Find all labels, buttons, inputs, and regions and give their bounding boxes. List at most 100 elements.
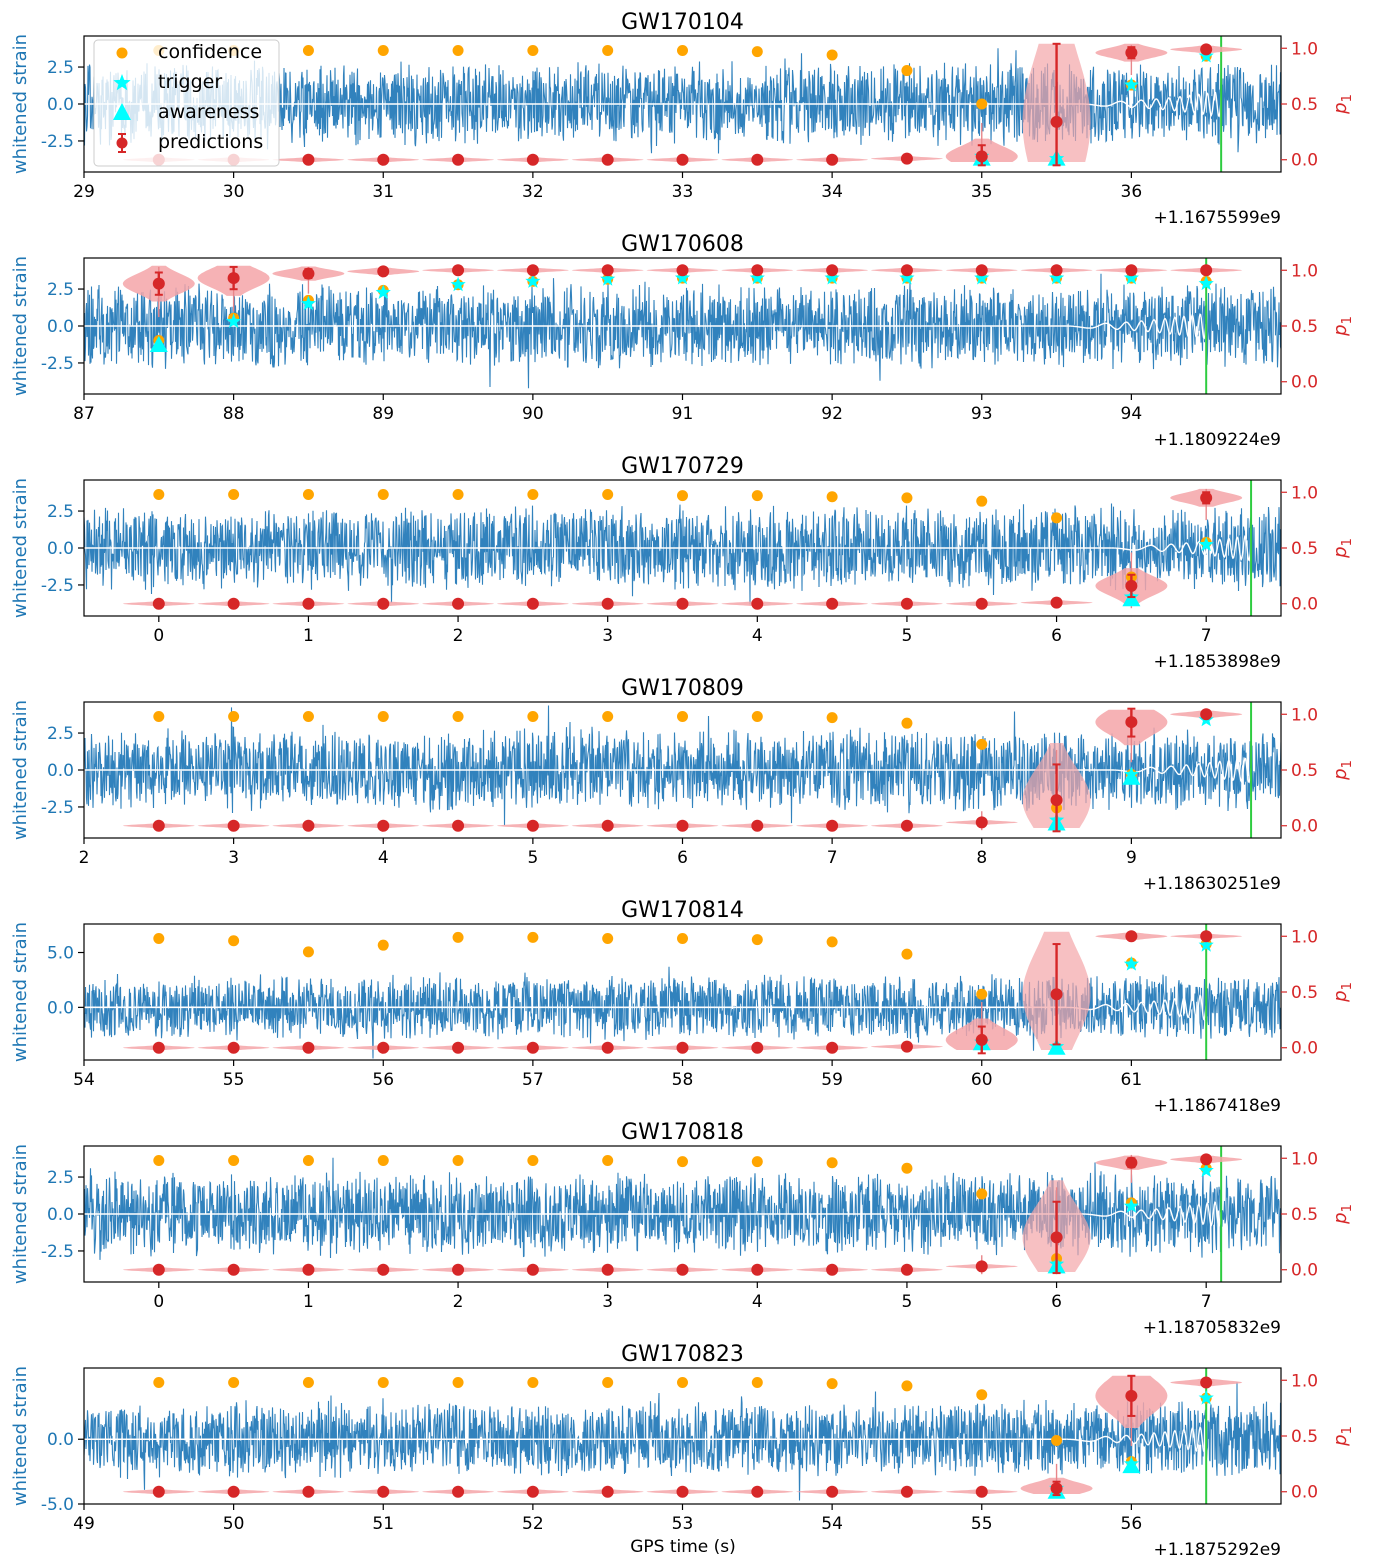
prediction-point bbox=[526, 264, 539, 277]
svg-text:p1: p1 bbox=[1330, 1426, 1355, 1447]
whitened-strain-trace bbox=[84, 705, 1281, 826]
prediction-point bbox=[601, 1041, 614, 1054]
legend-box bbox=[93, 39, 280, 167]
x-tick-label: 91 bbox=[672, 404, 694, 424]
prediction-point bbox=[452, 1041, 465, 1054]
legend-label-confidence: confidence bbox=[158, 41, 262, 63]
y-right-axis-label: p1 bbox=[1330, 316, 1355, 337]
trigger-star bbox=[1198, 1390, 1214, 1405]
x-tick-label: 1 bbox=[303, 1292, 314, 1312]
prediction-point bbox=[1050, 1482, 1063, 1495]
confidence-point bbox=[826, 936, 838, 948]
prediction-point bbox=[302, 819, 315, 832]
y-right-tick-label: 0.0 bbox=[1291, 595, 1318, 615]
legend-marker-predictions bbox=[116, 133, 128, 153]
x-tick-label: 5 bbox=[527, 848, 538, 868]
prediction-point bbox=[900, 819, 913, 832]
y-right-axis-label: p1 bbox=[1330, 760, 1355, 781]
x-tick-label: 50 bbox=[223, 1514, 245, 1534]
prediction-point bbox=[900, 597, 913, 610]
legend-marker-confidence bbox=[116, 47, 128, 59]
trigger-star bbox=[300, 295, 316, 311]
x-offset-label: +1.18630251e9 bbox=[1143, 874, 1281, 894]
y-left-tick-label: 0.0 bbox=[47, 539, 74, 559]
x-tick-label: 89 bbox=[372, 404, 394, 424]
x-tick-label: 0 bbox=[153, 626, 164, 646]
prediction-point bbox=[601, 264, 614, 277]
trigger-star bbox=[1049, 270, 1065, 285]
whitened-strain-trace bbox=[84, 503, 1281, 605]
prediction-point bbox=[526, 597, 539, 610]
panel-content bbox=[84, 480, 1281, 616]
prediction-point bbox=[601, 1263, 614, 1276]
confidence-point bbox=[377, 1376, 389, 1388]
awareness-triangle bbox=[1047, 1038, 1066, 1055]
confidence-point bbox=[452, 44, 464, 56]
prediction-point bbox=[676, 597, 689, 610]
svg-text:p1: p1 bbox=[1330, 316, 1355, 337]
prediction-point bbox=[526, 1263, 539, 1276]
y-left-tick-label: 0.0 bbox=[47, 95, 74, 115]
prediction-point bbox=[227, 1485, 240, 1498]
x-tick-label: 55 bbox=[971, 1514, 993, 1534]
confidence-point bbox=[677, 932, 688, 944]
panel-gw170823: GW170823 49 50 51 52 53 54 55 56 +1.1875292e9 0.0 -… bbox=[10, 1342, 1355, 1558]
prediction-point bbox=[1200, 43, 1213, 56]
prediction-point bbox=[900, 1485, 913, 1498]
panel-title: GW170814 bbox=[621, 898, 744, 923]
prediction-point bbox=[751, 1041, 764, 1054]
y-right-tick-label: 0.5 bbox=[1291, 539, 1318, 559]
y-left-tick-label: 2.5 bbox=[47, 1168, 74, 1188]
x-tick-label: 88 bbox=[223, 404, 245, 424]
prediction-error-bar bbox=[1052, 42, 1061, 167]
confidence-point bbox=[527, 710, 539, 722]
prediction-point bbox=[1200, 264, 1213, 277]
y-right-axis-label: p1 bbox=[1330, 1426, 1355, 1447]
confidence-point bbox=[976, 495, 988, 507]
x-tick-label: 92 bbox=[821, 404, 843, 424]
confidence-point bbox=[228, 935, 240, 947]
prediction-point bbox=[676, 819, 689, 832]
prediction-point bbox=[1125, 1156, 1138, 1169]
x-tick-label: 61 bbox=[1121, 1070, 1143, 1090]
confidence-point bbox=[826, 1157, 838, 1169]
trigger-star bbox=[1123, 77, 1139, 92]
prediction-point bbox=[826, 597, 839, 610]
x-tick-label: 55 bbox=[223, 1070, 245, 1090]
trigger-star bbox=[375, 284, 391, 299]
trigger-star bbox=[525, 273, 541, 288]
prediction-point bbox=[227, 597, 240, 610]
confidence-point bbox=[901, 948, 913, 960]
y-right-tick-label: 1.0 bbox=[1291, 483, 1318, 503]
x-tick-label: 9 bbox=[1126, 848, 1137, 868]
y-left-tick-label: 0.0 bbox=[47, 1205, 74, 1225]
confidence-point bbox=[153, 710, 165, 722]
panel-title: GW170823 bbox=[621, 1342, 744, 1367]
x-tick-label: 2 bbox=[79, 848, 90, 868]
confidence-point bbox=[826, 491, 838, 503]
prediction-point bbox=[452, 1485, 465, 1498]
confidence-point bbox=[976, 738, 988, 750]
y-left-tick-label: 2.5 bbox=[47, 280, 74, 300]
confidence-point bbox=[153, 488, 165, 500]
y-right-tick-label: 1.0 bbox=[1291, 927, 1318, 947]
confidence-point bbox=[302, 946, 314, 958]
trigger-star bbox=[226, 313, 242, 328]
y-left-tick-label: -5.0 bbox=[41, 1495, 74, 1515]
prediction-point bbox=[227, 1041, 240, 1054]
x-tick-label: 3 bbox=[228, 848, 239, 868]
prediction-point bbox=[452, 1263, 465, 1276]
confidence-point bbox=[228, 710, 240, 722]
trigger-star bbox=[1198, 937, 1214, 952]
trigger-star bbox=[600, 271, 616, 286]
prediction-point bbox=[1050, 264, 1063, 277]
confidence-point bbox=[153, 1154, 165, 1166]
panel-gw170818: GW170818 0 1 2 3 4 5 6 7 +1.18705832e9 2.5 0.0 -2.5 w… bbox=[10, 1120, 1355, 1338]
confidence-point bbox=[452, 1376, 464, 1388]
y-right-tick-label: 1.0 bbox=[1291, 705, 1318, 725]
panel-title: GW170608 bbox=[621, 232, 744, 257]
prediction-point bbox=[975, 264, 988, 277]
prediction-point bbox=[526, 1041, 539, 1054]
prediction-point bbox=[302, 597, 315, 610]
prediction-point bbox=[826, 1485, 839, 1498]
